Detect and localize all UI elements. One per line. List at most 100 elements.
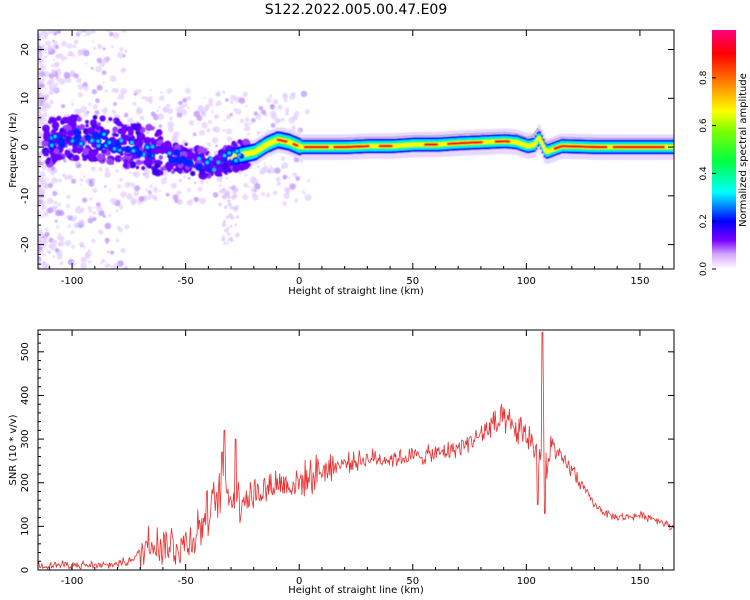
spectrogram-cell [244,162,251,169]
spectrogram-peak-cell [306,145,310,149]
spectrogram-peak-cell [282,139,286,143]
spectrogram-ridge-cell [269,140,273,146]
spectrogram-noise-cell [61,173,66,178]
snr-ytick-label: 300 [20,430,31,449]
spectrogram-peak-cell [505,140,509,143]
spectrogram-noise-cell [276,181,281,186]
spectrogram-noise-cell [244,117,250,122]
spectrogram-ridge-cell [550,147,554,152]
spectrogram-noise-cell [118,204,124,210]
spectrogram-noise-cell [121,167,124,170]
spectrogram-noise-cell [108,214,112,217]
spectrogram-cell [84,134,92,142]
spectrogram-ridge-cell [369,144,373,149]
spectrogram-noise-cell [79,219,85,225]
spectrogram-peak-cell [620,145,624,149]
spectrogram-noise-cell [221,222,226,228]
spectrogram-noise-cell [52,39,55,43]
spectrogram-noise-cell [86,178,90,181]
spectrogram-peak-cell [454,142,458,145]
spectrogram-cell [50,143,54,147]
spectrogram-noise-cell [222,195,225,199]
spectrogram-noise-cell [51,70,56,75]
spectrogram-peak-cell [303,145,307,149]
spectrogram-noise-cell [231,194,236,200]
spectrogram-noise-cell [283,192,290,199]
spectrogram-noise-cell [77,92,83,98]
spectrogram-noise-cell [104,171,111,178]
spectrogram-noise-cell [260,191,266,196]
spectrogram-cell [158,160,163,165]
spectrogram-peak-cell [555,146,558,150]
spectrogram-noise-cell [158,189,161,193]
spectrogram-ridge-cell [398,143,402,148]
spectrogram-noise-cell [41,106,47,112]
spectrogram-ridge-cell [543,147,547,152]
spectrogram-noise-cell [38,210,42,215]
spectrogram-noise-cell [38,69,41,74]
spectrogram-noise-cell [111,109,115,113]
spectrogram-peak-cell [595,145,598,149]
spectrogram-noise-cell [218,202,223,207]
spectrogram-peak-cell [357,145,360,148]
spectrogram-noise-cell [99,61,106,68]
spectrogram-peak-cell [292,142,296,146]
spectrogram-noise-cell [49,84,56,91]
spectrogram-noise-cell [73,73,79,79]
spectrogram-cell [117,128,124,135]
spectrogram-peak-cell [279,139,283,142]
spectrogram-noise-cell [145,188,149,192]
spectrogram-ridge-cell [394,143,398,148]
spectrogram-ridge-cell [262,144,265,150]
spectrogram-noise-cell [282,201,288,206]
spectrogram-noise-cell [110,44,115,49]
spectrogram-noise-cell [66,194,71,200]
spectrogram-noise-cell [198,129,206,136]
spectrogram-noise-cell [225,98,229,102]
spectrogram-peak-cell [593,145,597,149]
spectrogram-ridge-cell [256,147,260,153]
spectrogram-noise-cell [126,193,133,200]
spectrogram-noise-cell [254,183,261,190]
spectrogram-ridge-cell [610,145,614,150]
spectrogram-noise-cell [107,263,111,267]
spectrogram-cell [130,140,134,145]
chart-title: S122.2022.005.00.47.E09 [265,2,448,18]
spectrogram-noise-cell [127,117,134,124]
spectrogram-noise-cell [38,228,43,235]
colorbar-tick-label: 0.4 [699,166,709,181]
spectrogram-noise-cell [223,241,227,245]
spectrogram-noise-cell [106,120,110,124]
spectrogram-ridge-cell [509,139,513,144]
spectrogram-noise-cell [198,105,204,111]
spectrogram-noise-cell [133,171,141,178]
spectrogram-noise-cell [58,78,66,85]
spectrogram-noise-cell [119,47,124,52]
spectrogram-noise-cell [226,199,231,203]
spectrogram-noise-cell [72,44,77,49]
spectrogram-noise-cell [38,169,41,174]
spectrogram-cell [235,149,239,153]
spectrogram-noise-cell [174,199,179,204]
spectrogram-cell [68,115,77,123]
spectrogram-ridge-cell [541,144,545,149]
spectrogram-cell [235,164,242,171]
spectrogram-noise-cell [118,177,124,182]
spectrogram-ridge-cell [271,139,274,145]
spectrogram-noise-cell [98,230,104,235]
spectrogram-noise-cell [229,238,234,243]
spectrogram-noise-cell [55,75,59,78]
spectrogram-noise-cell [294,198,299,203]
spectrogram-noise-cell [134,185,141,192]
spectrogram-noise-cell [297,129,302,134]
spectrogram-noise-cell [172,194,179,201]
spectrogram-noise-cell [102,47,106,51]
spectrogram-noise-cell [61,58,65,62]
spectrogram-peak-cell [660,145,664,149]
spectrogram-ridge-cell [331,145,334,150]
spectrogram-ridge-cell [272,138,276,144]
spectrogram-noise-cell [38,40,42,47]
spectrogram-peak-cell [305,145,309,149]
spectrogram-ridge-cell [258,146,262,152]
